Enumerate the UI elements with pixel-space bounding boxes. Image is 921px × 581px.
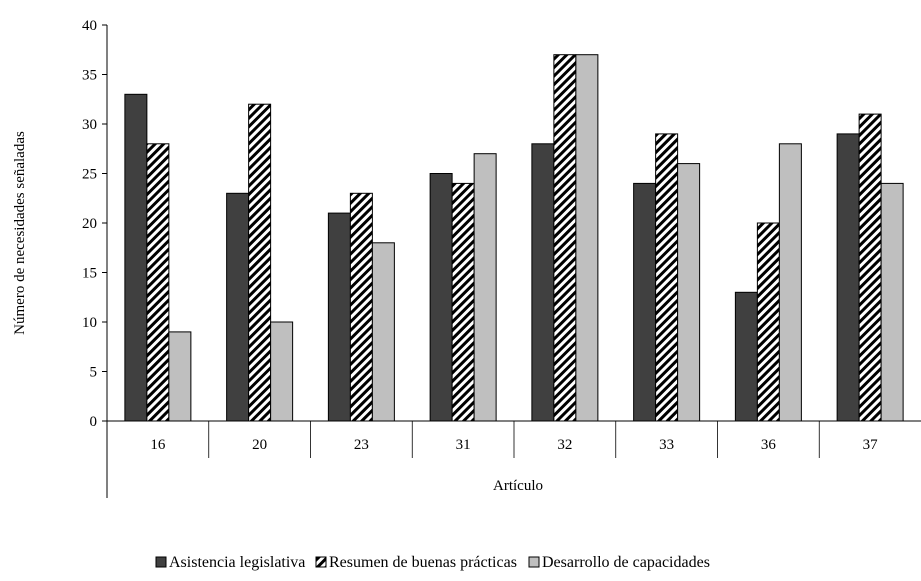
legend-swatch-2 — [315, 556, 327, 568]
bar-31-series-3 — [473, 153, 497, 422]
bar-16-series-2 — [146, 143, 170, 422]
bar-36-series-3 — [778, 143, 802, 422]
x-tick-label: 36 — [761, 437, 777, 453]
y-tick-label: 35 — [82, 68, 97, 84]
bar-16-series-3 — [168, 331, 192, 422]
y-tick-label: 30 — [82, 117, 97, 133]
x-tick-label: 32 — [557, 437, 572, 453]
bar-31-series-1 — [429, 173, 453, 422]
bars — [124, 54, 904, 422]
legend-swatch-1 — [155, 556, 167, 568]
bar-33-series-3 — [677, 163, 701, 422]
x-tick-label: 23 — [354, 437, 369, 453]
y-axis: 0 5 10 15 20 25 30 35 40 — [82, 18, 108, 430]
x-tick-label: 31 — [456, 437, 471, 453]
bar-32-series-3 — [575, 54, 599, 422]
legend-label-3: Desarrollo de capacidades — [542, 554, 710, 571]
bar-33-series-2 — [655, 133, 679, 422]
x-tick-label: 37 — [863, 437, 879, 453]
y-tick-label: 0 — [90, 414, 98, 430]
bar-31-series-2 — [451, 182, 475, 422]
y-tick-label: 20 — [82, 216, 97, 232]
y-tick-label: 15 — [82, 266, 97, 282]
bar-16-series-1 — [124, 93, 148, 422]
legend-label-2: Resumen de buenas prácticas — [329, 554, 517, 571]
bar-33-series-1 — [633, 182, 657, 422]
x-tick-label: 33 — [659, 437, 674, 453]
legend-label-1: Asistencia legislativa — [169, 554, 305, 571]
bar-20-series-1 — [226, 192, 250, 422]
bar-23-series-3 — [371, 242, 395, 422]
bar-32-series-2 — [553, 54, 577, 422]
bar-36-series-1 — [734, 291, 758, 422]
x-tick-label: 16 — [150, 437, 166, 453]
x-axis-title: Artículo — [493, 478, 543, 494]
legend: Asistencia legislativa Resumen de buenas … — [155, 554, 710, 571]
x-axis: 16 20 23 31 32 33 36 37 — [106, 420, 921, 498]
bar-20-series-2 — [248, 103, 272, 422]
bar-20-series-3 — [270, 321, 294, 422]
y-tick-label: 10 — [82, 315, 97, 331]
bar-37-series-2 — [858, 113, 882, 422]
bar-36-series-2 — [756, 222, 780, 422]
x-tick-label: 20 — [252, 437, 267, 453]
bar-32-series-1 — [531, 143, 555, 422]
bar-37-series-3 — [880, 182, 904, 422]
y-tick-label: 40 — [82, 18, 97, 34]
y-axis-title: Número de necesidades señaladas — [12, 131, 28, 335]
legend-swatch-3 — [528, 556, 540, 568]
bar-23-series-1 — [327, 212, 351, 422]
y-tick-label: 25 — [82, 167, 97, 183]
bar-37-series-1 — [836, 133, 860, 422]
bar-23-series-2 — [349, 192, 373, 422]
y-tick-label: 5 — [90, 365, 98, 381]
